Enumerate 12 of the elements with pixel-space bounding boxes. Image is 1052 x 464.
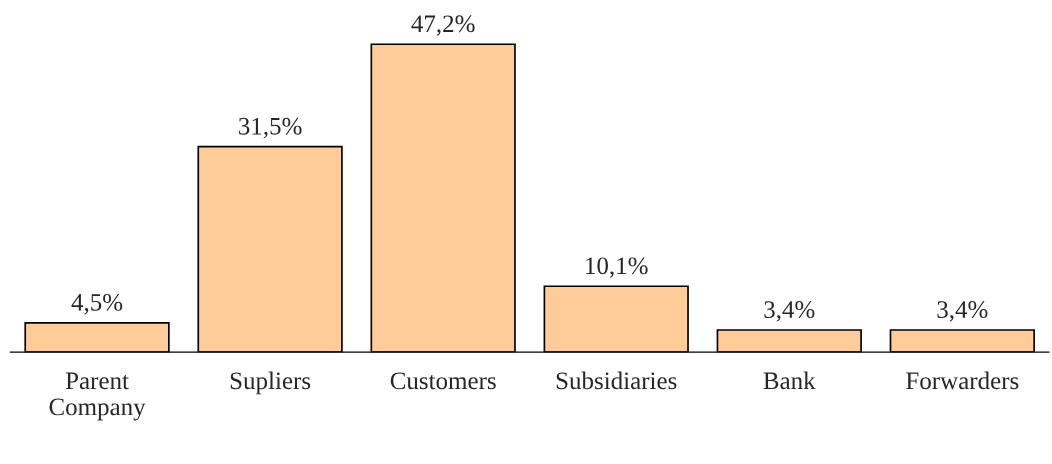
x-tick-label: Bank: [763, 371, 816, 390]
data-label: 31,5%: [239, 117, 302, 139]
x-tick-label: Supliers: [230, 371, 311, 395]
x-tick-label: Subsidiaries: [556, 371, 677, 390]
x-tick-label: Customers: [390, 372, 496, 390]
data-label: 4,5%: [71, 293, 123, 315]
data-label: 47,2%: [411, 15, 475, 36]
x-tick-label: Parent Company: [49, 372, 146, 421]
data-label: 3,4%: [764, 301, 815, 322]
data-label: 10,1%: [586, 257, 648, 278]
x-tick-label: Forwarders: [906, 371, 1019, 390]
data-label: 3,4%: [937, 301, 988, 322]
